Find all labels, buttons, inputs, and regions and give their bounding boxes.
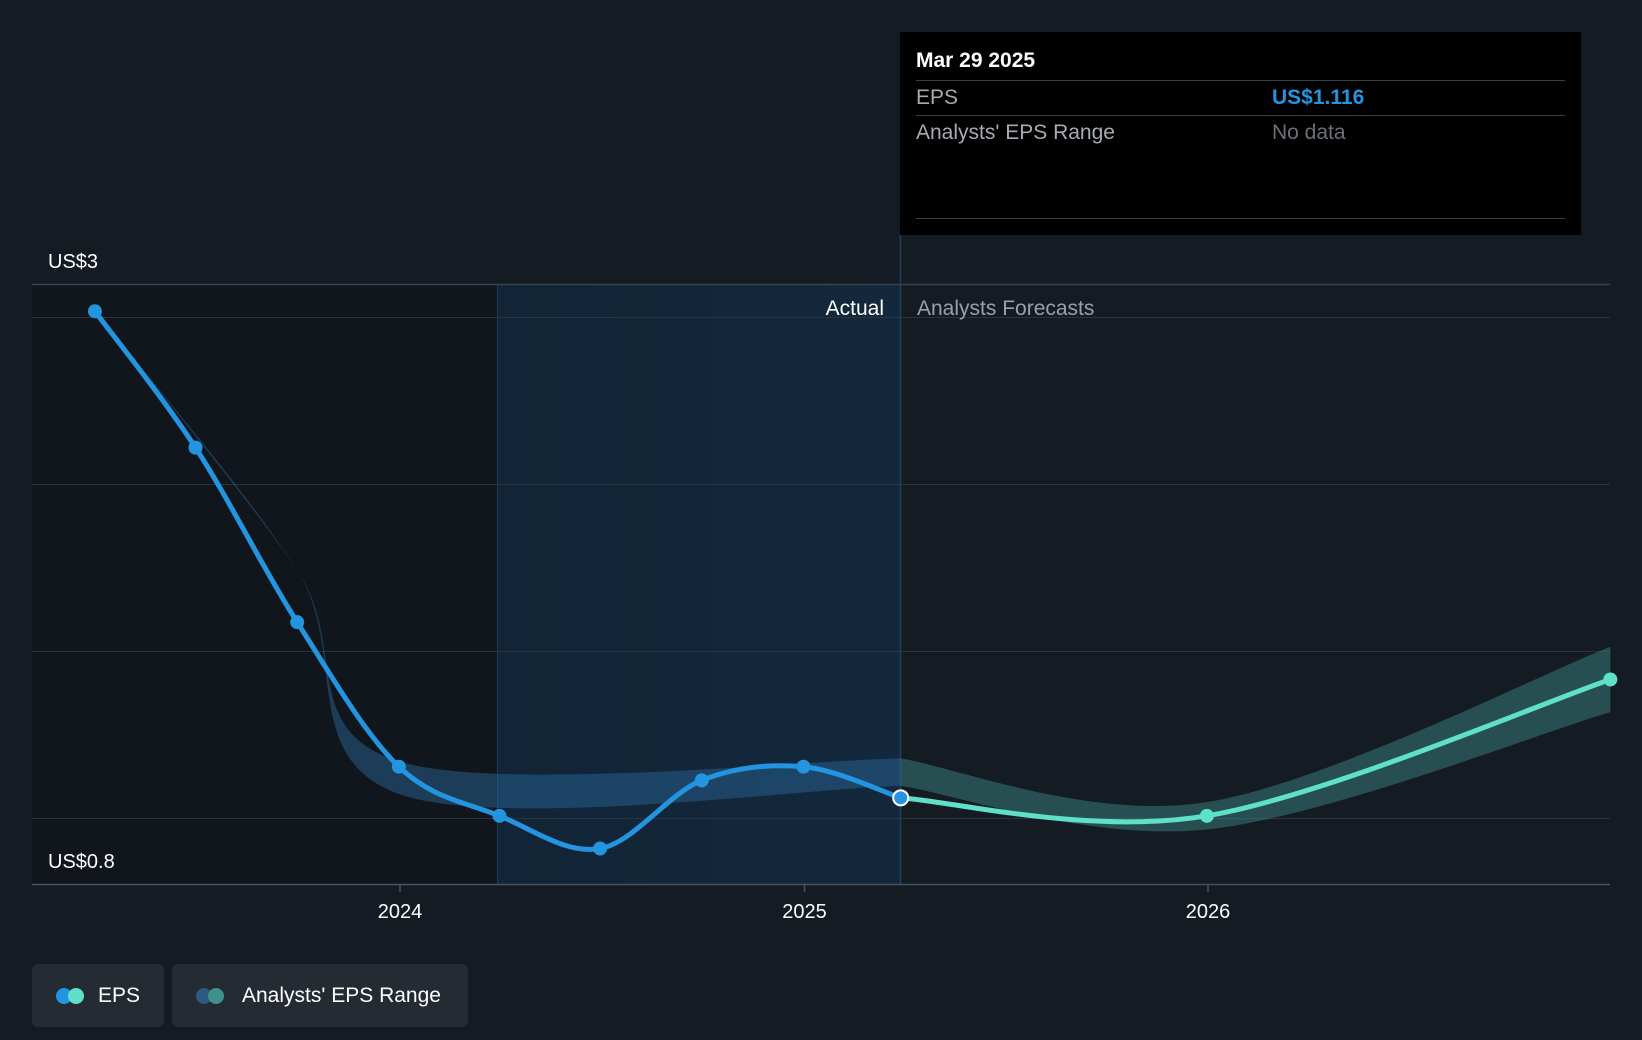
y-tick-label-bottom: US$0.8 — [48, 851, 115, 873]
eps-points — [87, 304, 1618, 856]
eps-actual-line — [92, 308, 904, 852]
tooltip-range-value: No data — [1272, 121, 1346, 144]
eps-forecast-point[interactable] — [1603, 672, 1618, 687]
legend-item-eps[interactable]: EPS — [32, 964, 164, 1027]
legend-label-eps-range: Analysts' EPS Range — [242, 983, 441, 1007]
tooltip-row-range: Analysts' EPS Range No data — [916, 116, 1565, 150]
eps-actual-point[interactable] — [87, 304, 102, 319]
legend-label-eps: EPS — [97, 983, 140, 1007]
hover-tooltip: Mar 29 2025 EPS US$1.116 Analysts' EPS R… — [900, 32, 1581, 235]
eps-series — [92, 308, 1613, 852]
eps-actual-point[interactable] — [290, 615, 305, 630]
eps-actual-point[interactable] — [391, 759, 406, 774]
x-tick-label: 2024 — [378, 901, 423, 923]
eps-forecast-dot — [68, 987, 84, 1004]
eps-legend-icon — [56, 987, 84, 1004]
eps-actual-point[interactable] — [796, 759, 811, 774]
tooltip-eps-label: EPS — [916, 86, 959, 109]
x-axis-ticks: 2024 2025 2026 — [378, 884, 1231, 923]
grid-lines — [32, 317, 1610, 819]
eps-forecast-point[interactable] — [1199, 808, 1214, 823]
tooltip-eps-value: US$1.116 — [1272, 86, 1365, 109]
eps-actual-point[interactable] — [492, 808, 507, 823]
range-dot-2 — [208, 987, 224, 1004]
forecast-region-label: Analysts Forecasts — [917, 297, 1094, 320]
tooltip-bottom-divider — [916, 218, 1565, 219]
eps-actual-point[interactable] — [188, 440, 203, 455]
tooltip-row-eps: EPS US$1.116 — [916, 81, 1565, 116]
actual-region-label: Actual — [826, 297, 884, 320]
eps-actual-point[interactable] — [694, 773, 709, 788]
eps-range-band-forecast — [900, 646, 1611, 832]
tooltip-range-label: Analysts' EPS Range — [916, 121, 1115, 144]
eps-actual-point[interactable] — [593, 841, 608, 856]
analysts-eps-range-band — [94, 311, 1611, 832]
y-tick-label-top: US$3 — [48, 251, 98, 273]
x-tick-label: 2026 — [1186, 901, 1231, 923]
legend-item-eps-range[interactable]: Analysts' EPS Range — [172, 964, 468, 1027]
eps-forecast-line — [898, 676, 1613, 825]
x-tick-label: 2025 — [782, 901, 827, 923]
range-legend-icon — [196, 987, 226, 1004]
tooltip-date: Mar 29 2025 — [916, 46, 1565, 81]
eps-highlighted-point[interactable] — [892, 789, 910, 807]
